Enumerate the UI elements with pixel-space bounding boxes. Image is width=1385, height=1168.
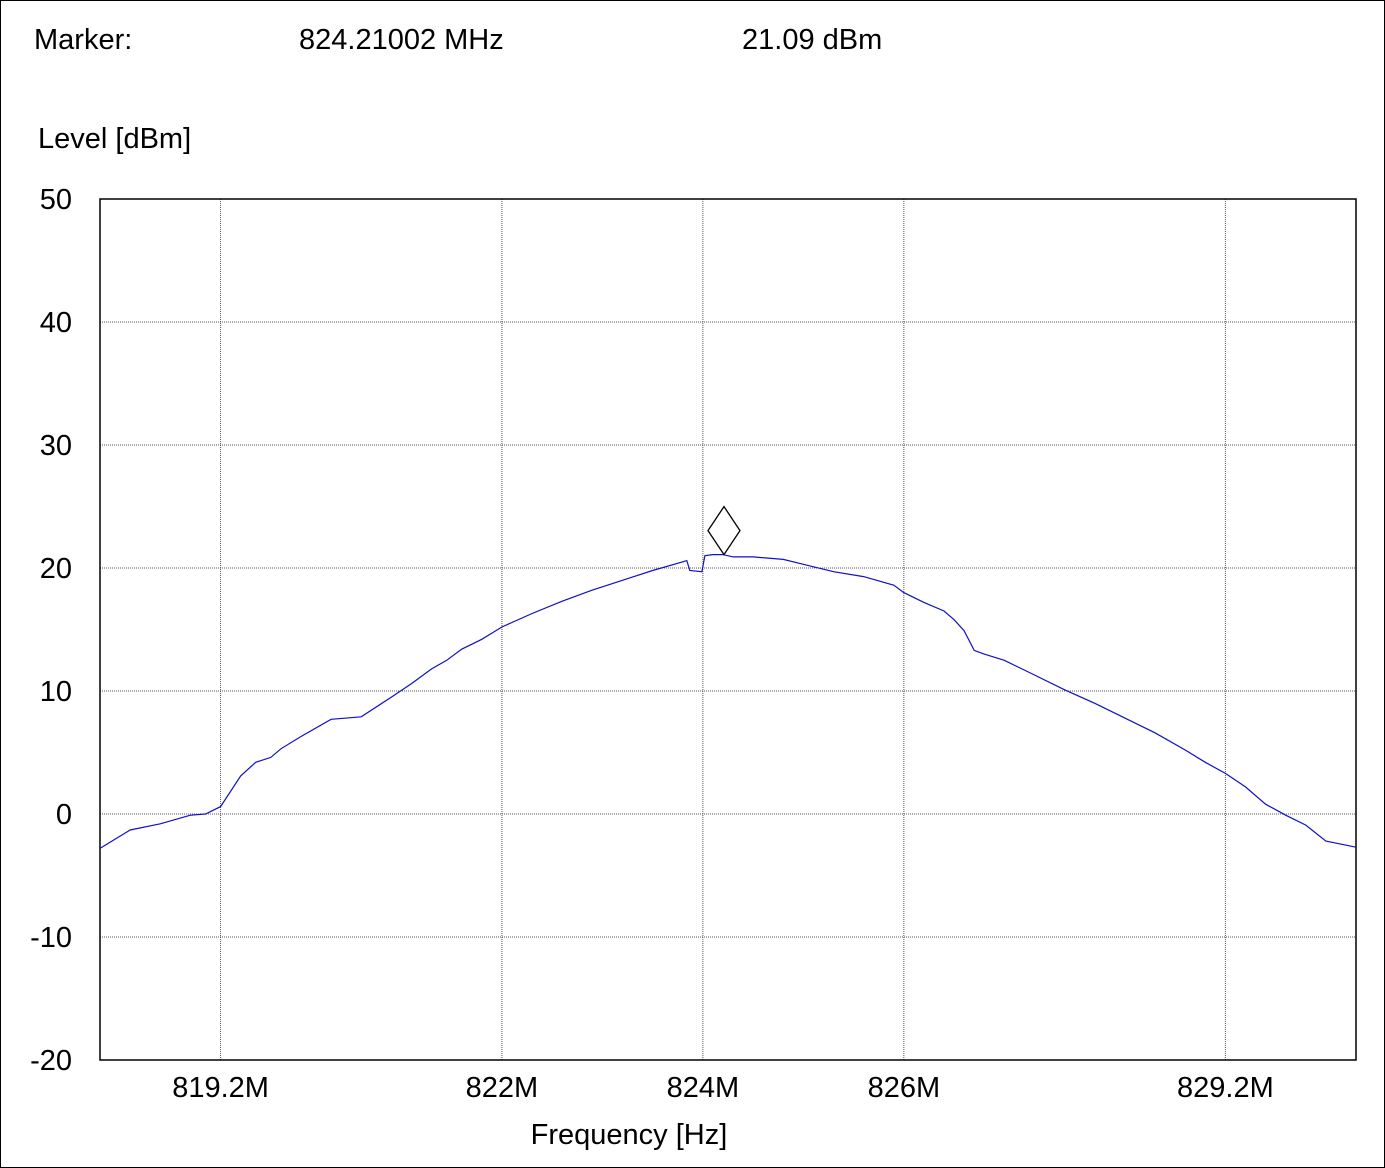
y-tick-label: -20 [30,1045,72,1077]
y-tick-label: 20 [40,553,72,585]
marker-diamond [707,505,741,556]
x-axis-label: Frequency [Hz] [531,1119,728,1151]
marker-level: 21.09 dBm [742,24,883,56]
x-axis: 819.2M 822M 824M 826M 829.2M [172,1072,1274,1104]
marker-layer [707,505,741,556]
y-tick-label: 10 [40,676,72,708]
marker-label: Marker: [34,24,133,56]
trace-series [99,553,1357,849]
x-tick-label: 824M [667,1072,740,1104]
y-axis: 50 40 30 20 10 0 -10 -20 [30,184,72,1077]
x-tick-label: 829.2M [1177,1072,1274,1104]
y-tick-label: 0 [56,799,72,831]
x-tick-label: 822M [466,1072,539,1104]
plot-area [99,198,1357,1061]
y-tick-label: 40 [40,307,72,339]
y-tick-label: -10 [30,922,72,954]
y-tick-label: 50 [40,184,72,216]
y-tick-label: 30 [40,430,72,462]
x-tick-label: 826M [868,1072,941,1104]
grid-lines [100,199,1356,1060]
y-axis-label: Level [dBm] [38,123,191,155]
series-line [99,553,1357,849]
marker-frequency: 824.21002 MHz [299,24,504,56]
x-tick-label: 819.2M [172,1072,269,1104]
